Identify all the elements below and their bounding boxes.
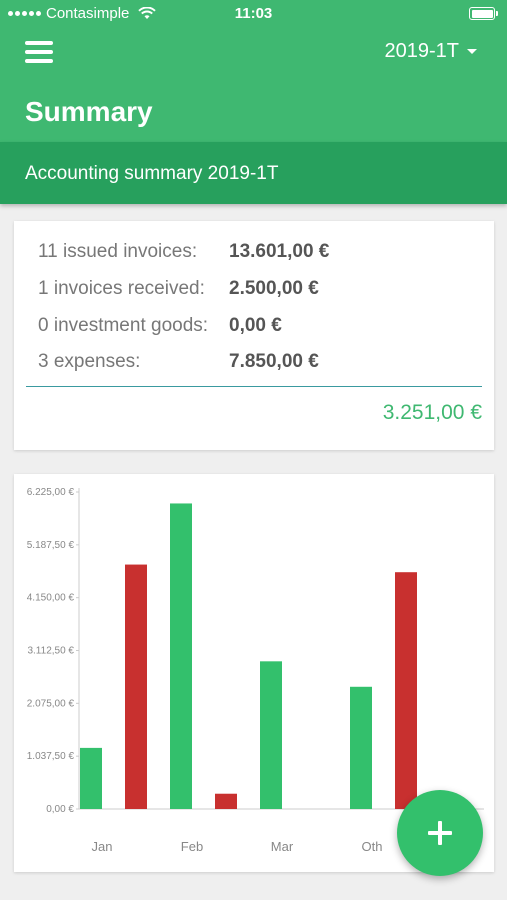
summary-label: 1 invoices received: [38, 278, 205, 299]
caret-down-icon [467, 49, 477, 54]
signal-dots-icon [8, 11, 41, 16]
y-tick-label: 4.150,00 € [27, 593, 75, 604]
carrier-group: Contasimple [8, 5, 157, 22]
summary-row-expenses: 3 expenses: 7.850,00 € [38, 351, 319, 373]
period-label: 2019-1T [384, 40, 460, 62]
wifi-icon [138, 7, 157, 19]
x-tick-label: Feb [181, 839, 203, 854]
income-bar [170, 503, 192, 809]
y-tick-label: 1.037,50 € [27, 751, 75, 762]
summary-value: 7.850,00 € [229, 351, 319, 372]
subheader: Accounting summary 2019-1T [0, 142, 507, 204]
x-tick-label: Jan [92, 839, 113, 854]
period-selector[interactable]: 2019-1T [384, 40, 477, 63]
app-bar: Contasimple 11:03 2019-1T Summary [0, 0, 507, 142]
income-bar [350, 686, 372, 809]
x-tick-label: Oth [362, 839, 383, 854]
summary-label: 11 issued invoices: [38, 241, 198, 262]
summary-value: 2.500,00 € [229, 278, 319, 299]
page-title: Summary [25, 96, 153, 127]
summary-divider [26, 386, 482, 387]
status-time: 11:03 [234, 5, 273, 22]
summary-label: 3 expenses: [38, 351, 141, 372]
summary-value: 0,00 € [229, 315, 282, 336]
plus-icon[interactable] [397, 790, 483, 876]
y-tick-label: 3.112,50 € [27, 646, 74, 657]
hamburger-menu-icon[interactable] [25, 40, 53, 64]
x-tick-label: Mar [271, 839, 294, 854]
summary-label: 0 investment goods: [38, 315, 209, 336]
expense-bar [215, 793, 237, 809]
y-tick-label: 0,00 € [46, 804, 74, 815]
subheader-title: Accounting summary 2019-1T [25, 163, 279, 184]
summary-row-invoices-received: 1 invoices received: 2.500,00 € [38, 278, 319, 300]
income-bar [80, 747, 102, 809]
income-bar [260, 661, 282, 809]
battery-icon [469, 7, 498, 20]
summary-row-issued-invoices: 11 issued invoices: 13.601,00 € [38, 241, 329, 263]
y-tick-label: 5.187,50 € [27, 540, 75, 551]
summary-value: 13.601,00 € [229, 241, 330, 262]
summary-card: 11 issued invoices: 13.601,00 € 1 invoic… [14, 221, 494, 450]
status-bar: Contasimple 11:03 [0, 0, 507, 28]
summary-row-investment-goods: 0 investment goods: 0,00 € [38, 315, 282, 337]
summary-total: 3.251,00 € [382, 401, 482, 424]
y-tick-label: 2.075,00 € [27, 698, 75, 709]
expense-bar [125, 564, 147, 809]
carrier-name: Contasimple [46, 5, 130, 22]
y-tick-label: 6.225,00 € [27, 487, 75, 498]
expense-bar [395, 572, 417, 809]
